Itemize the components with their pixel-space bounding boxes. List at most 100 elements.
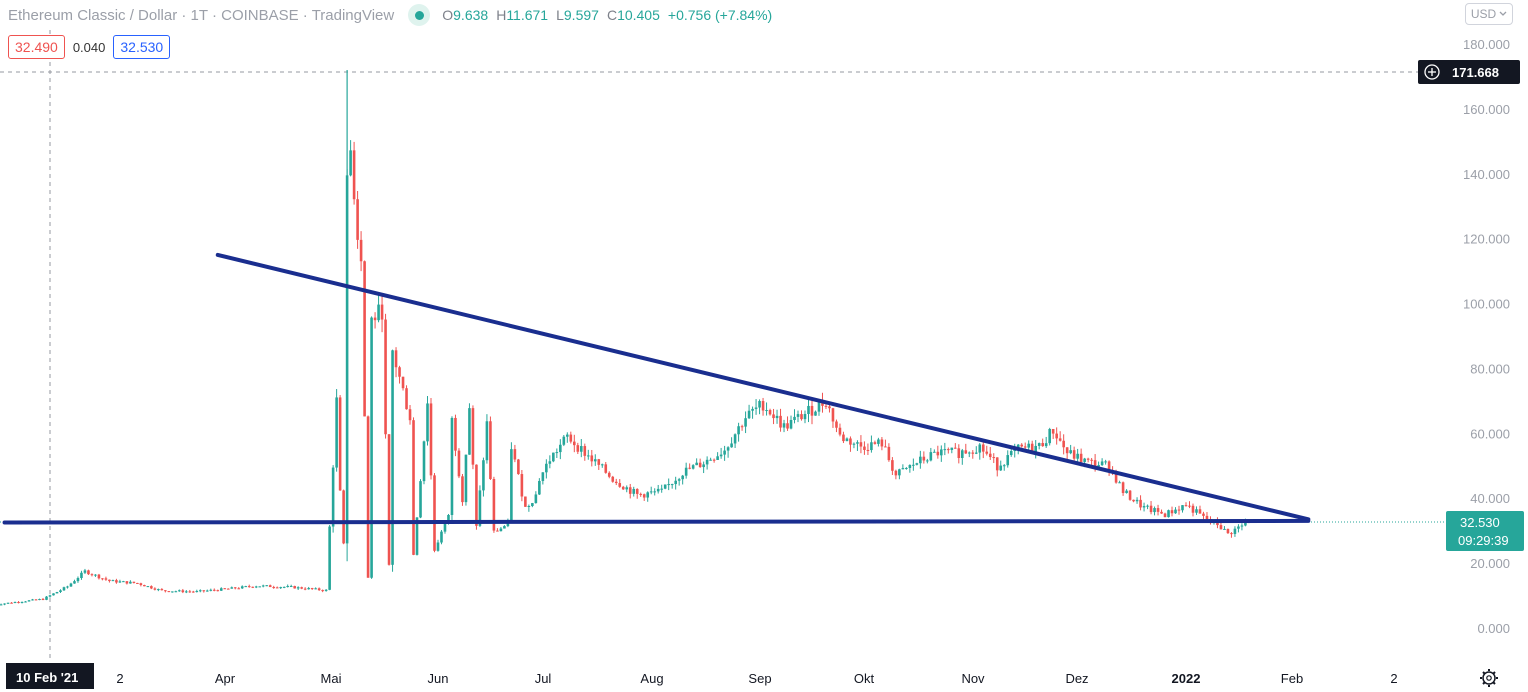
candle-body	[1146, 505, 1149, 507]
candle-body	[520, 474, 524, 497]
candle-body	[66, 586, 69, 588]
candle-body	[531, 503, 534, 506]
candle-body	[527, 505, 531, 507]
gear-icon[interactable]	[1480, 669, 1498, 687]
candle-body	[153, 588, 157, 590]
candle-body	[216, 590, 220, 592]
candle-body	[852, 443, 856, 445]
candle-body	[1202, 513, 1205, 516]
candle-body	[978, 444, 982, 453]
candle-body	[649, 491, 653, 493]
price-axis[interactable]: 0.000 20.000 40.000 60.000 80.000 100.000 120.…	[1463, 37, 1510, 636]
candle-body	[471, 408, 475, 465]
symbol-title[interactable]: Ethereum Classic / Dollar · 1T · COINBAS…	[8, 6, 395, 24]
y-tick-label: 80.000	[1470, 361, 1510, 376]
candle-body	[132, 581, 136, 583]
candle-body	[789, 419, 793, 429]
candle-body	[1132, 499, 1135, 502]
candle-body	[38, 599, 41, 601]
candle-body	[289, 586, 293, 588]
y-tick-label: 0.000	[1477, 621, 1510, 636]
candle-body	[48, 595, 52, 597]
candle-body	[779, 415, 782, 428]
candle-body	[167, 591, 171, 593]
candle-body	[891, 460, 894, 471]
candle-body	[34, 599, 38, 601]
candle-body	[429, 403, 433, 476]
candle-body	[157, 589, 160, 591]
x-tick-label: Okt	[854, 671, 875, 686]
candle-body	[461, 476, 464, 503]
sell-button[interactable]: 32.490	[8, 35, 65, 59]
candle-body	[398, 367, 401, 377]
candle-body	[1006, 455, 1010, 466]
trendline[interactable]	[215, 252, 1311, 522]
x-tick-label: Sep	[748, 671, 771, 686]
candle-body	[76, 578, 80, 582]
candle-body	[768, 410, 772, 415]
candle-body	[712, 459, 716, 461]
candle-body	[331, 467, 335, 527]
candle-body	[129, 581, 132, 584]
candle-body	[646, 492, 650, 498]
candle-body	[740, 426, 744, 428]
crosshair-price-label: 171.668	[1418, 60, 1520, 84]
candle-body	[947, 449, 950, 451]
candle-body	[1086, 458, 1090, 460]
candle-body	[621, 486, 625, 490]
candle-body	[524, 496, 527, 507]
candle-body	[122, 581, 125, 583]
y-tick-label: 60.000	[1470, 426, 1510, 441]
last-price-value: 32.530	[1460, 515, 1500, 530]
candle-body	[618, 483, 622, 487]
candle-body	[929, 452, 933, 461]
candle-body	[464, 454, 468, 503]
candle-body	[1230, 533, 1233, 535]
candle-body	[293, 586, 296, 589]
candle-body	[988, 453, 992, 458]
candle-body	[1062, 440, 1065, 448]
candle-body	[17, 602, 20, 604]
candle-body	[1076, 453, 1079, 459]
ohlc-change: +0.756 (+7.84%)	[667, 7, 773, 23]
candle-body	[244, 586, 248, 588]
candle-body	[202, 590, 206, 592]
plus-circle-icon[interactable]	[1424, 64, 1440, 80]
candle-body	[321, 590, 324, 592]
time-axis[interactable]: 2 Apr Mai Jun Jul Aug Sep Okt Nov Dez 2022 Feb 2	[116, 671, 1397, 686]
candle-body	[513, 449, 517, 460]
candle-body	[338, 397, 342, 491]
candle-body	[247, 586, 251, 588]
candle-body	[877, 439, 880, 444]
candle-body	[639, 493, 643, 495]
x-tick-label: 2	[1390, 671, 1397, 686]
market-status-icon[interactable]	[408, 4, 431, 26]
y-tick-label: 40.000	[1470, 491, 1510, 506]
candle-body	[282, 586, 286, 588]
candle-body	[681, 475, 684, 480]
candle-body	[653, 491, 657, 493]
candle-body	[178, 590, 181, 592]
spread-value: 0.040	[72, 39, 106, 55]
candle-body	[967, 452, 971, 454]
candle-body	[139, 583, 143, 585]
candle-body	[761, 401, 765, 411]
candle-body	[384, 319, 387, 435]
candle-body	[408, 409, 412, 421]
candle-body	[485, 421, 489, 461]
candle-body	[1174, 509, 1177, 514]
candle-body	[275, 587, 279, 589]
candle-body	[905, 467, 908, 469]
candle-body	[849, 438, 852, 445]
currency-button[interactable]: USD	[1465, 3, 1513, 25]
trendline[interactable]	[2, 518, 1311, 525]
candle-body	[1149, 505, 1153, 513]
candle-body	[251, 586, 255, 588]
candle-body	[111, 580, 115, 582]
buy-button[interactable]: 32.530	[113, 35, 171, 59]
candle-body	[719, 454, 723, 457]
candle-body	[412, 420, 415, 555]
candle-body	[1097, 465, 1100, 467]
candle-body	[831, 408, 835, 422]
